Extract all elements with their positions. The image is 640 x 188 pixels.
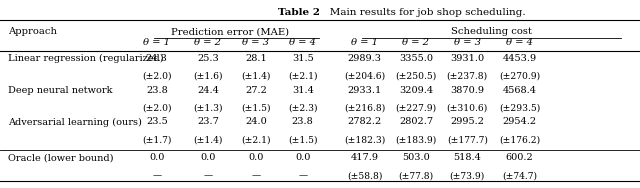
Text: 3355.0: 3355.0 — [399, 54, 433, 63]
Text: 0.0: 0.0 — [149, 153, 164, 162]
Text: Deep neural network: Deep neural network — [8, 86, 112, 95]
Text: 25.3: 25.3 — [197, 54, 219, 63]
Text: (±1.3): (±1.3) — [193, 103, 223, 112]
Text: θ = 1: θ = 1 — [143, 38, 170, 47]
Text: 23.8: 23.8 — [146, 86, 168, 95]
Text: (±1.7): (±1.7) — [142, 135, 172, 144]
Text: 31.5: 31.5 — [292, 54, 314, 63]
Text: θ = 2: θ = 2 — [195, 38, 221, 47]
Text: 4568.4: 4568.4 — [502, 86, 537, 95]
Text: 2954.2: 2954.2 — [502, 118, 537, 127]
Text: 24.3: 24.3 — [146, 54, 168, 63]
Text: —: — — [252, 171, 260, 180]
Text: 518.4: 518.4 — [453, 153, 481, 162]
Text: (±74.7): (±74.7) — [502, 171, 537, 180]
Text: (±177.7): (±177.7) — [447, 135, 488, 144]
Text: 0.0: 0.0 — [295, 153, 310, 162]
Text: (±204.6): (±204.6) — [344, 71, 385, 80]
Text: —: — — [204, 171, 212, 180]
Text: (±310.6): (±310.6) — [447, 103, 488, 112]
Text: (±73.9): (±73.9) — [449, 171, 485, 180]
Text: (±1.6): (±1.6) — [193, 71, 223, 80]
Text: Linear regression (regularized): Linear regression (regularized) — [8, 54, 163, 63]
Text: Adversarial learning (ours): Adversarial learning (ours) — [8, 118, 141, 127]
Text: (±2.1): (±2.1) — [241, 135, 271, 144]
Text: (±227.9): (±227.9) — [396, 103, 436, 112]
Text: (±77.8): (±77.8) — [399, 171, 433, 180]
Text: (±250.5): (±250.5) — [396, 71, 436, 80]
Text: 27.2: 27.2 — [245, 86, 267, 95]
Text: 2989.3: 2989.3 — [348, 54, 382, 63]
Text: (±1.4): (±1.4) — [241, 71, 271, 80]
Text: 2782.2: 2782.2 — [348, 118, 382, 127]
Text: 4453.9: 4453.9 — [502, 54, 537, 63]
Text: 24.4: 24.4 — [197, 86, 219, 95]
Text: θ = 3: θ = 3 — [454, 38, 481, 47]
Text: 2933.1: 2933.1 — [348, 86, 382, 95]
Text: θ = 3: θ = 3 — [243, 38, 269, 47]
Text: θ = 2: θ = 2 — [403, 38, 429, 47]
Text: 0.0: 0.0 — [248, 153, 264, 162]
Text: (±58.8): (±58.8) — [347, 171, 383, 180]
Text: (±2.0): (±2.0) — [142, 71, 172, 80]
Text: θ = 4: θ = 4 — [289, 38, 316, 47]
Text: (±2.1): (±2.1) — [288, 71, 317, 80]
Text: 3870.9: 3870.9 — [450, 86, 484, 95]
Text: (±2.0): (±2.0) — [142, 103, 172, 112]
Text: Prediction error (MAE): Prediction error (MAE) — [171, 27, 289, 36]
Text: 23.5: 23.5 — [146, 118, 168, 127]
Text: 31.4: 31.4 — [292, 86, 314, 95]
Text: 24.0: 24.0 — [245, 118, 267, 127]
Text: —: — — [298, 171, 307, 180]
Text: 23.8: 23.8 — [292, 118, 314, 127]
Text: (±293.5): (±293.5) — [499, 103, 540, 112]
Text: (±237.8): (±237.8) — [447, 71, 488, 80]
Text: 23.7: 23.7 — [197, 118, 219, 127]
Text: Oracle (lower bound): Oracle (lower bound) — [8, 153, 113, 162]
Text: (±216.8): (±216.8) — [344, 103, 385, 112]
Text: θ = 1: θ = 1 — [351, 38, 378, 47]
Text: Approach: Approach — [8, 27, 57, 36]
Text: (±183.9): (±183.9) — [396, 135, 436, 144]
Text: 600.2: 600.2 — [506, 153, 534, 162]
Text: (±2.3): (±2.3) — [288, 103, 317, 112]
Text: 3209.4: 3209.4 — [399, 86, 433, 95]
Text: 2802.7: 2802.7 — [399, 118, 433, 127]
Text: 0.0: 0.0 — [200, 153, 216, 162]
Text: 3931.0: 3931.0 — [450, 54, 484, 63]
Text: (±1.4): (±1.4) — [193, 135, 223, 144]
Text: (±176.2): (±176.2) — [499, 135, 540, 144]
Text: —: — — [152, 171, 161, 180]
Text: (±1.5): (±1.5) — [241, 103, 271, 112]
Text: 2995.2: 2995.2 — [450, 118, 484, 127]
Text: (±270.9): (±270.9) — [499, 71, 540, 80]
Text: 503.0: 503.0 — [402, 153, 430, 162]
Text: Scheduling cost: Scheduling cost — [451, 27, 532, 36]
Text: (±182.3): (±182.3) — [344, 135, 385, 144]
Text: Main results for job shop scheduling.: Main results for job shop scheduling. — [320, 8, 525, 17]
Text: 417.9: 417.9 — [351, 153, 379, 162]
Text: Table 2: Table 2 — [278, 8, 320, 17]
Text: (±1.5): (±1.5) — [288, 135, 317, 144]
Text: 28.1: 28.1 — [245, 54, 267, 63]
Text: θ = 4: θ = 4 — [506, 38, 533, 47]
